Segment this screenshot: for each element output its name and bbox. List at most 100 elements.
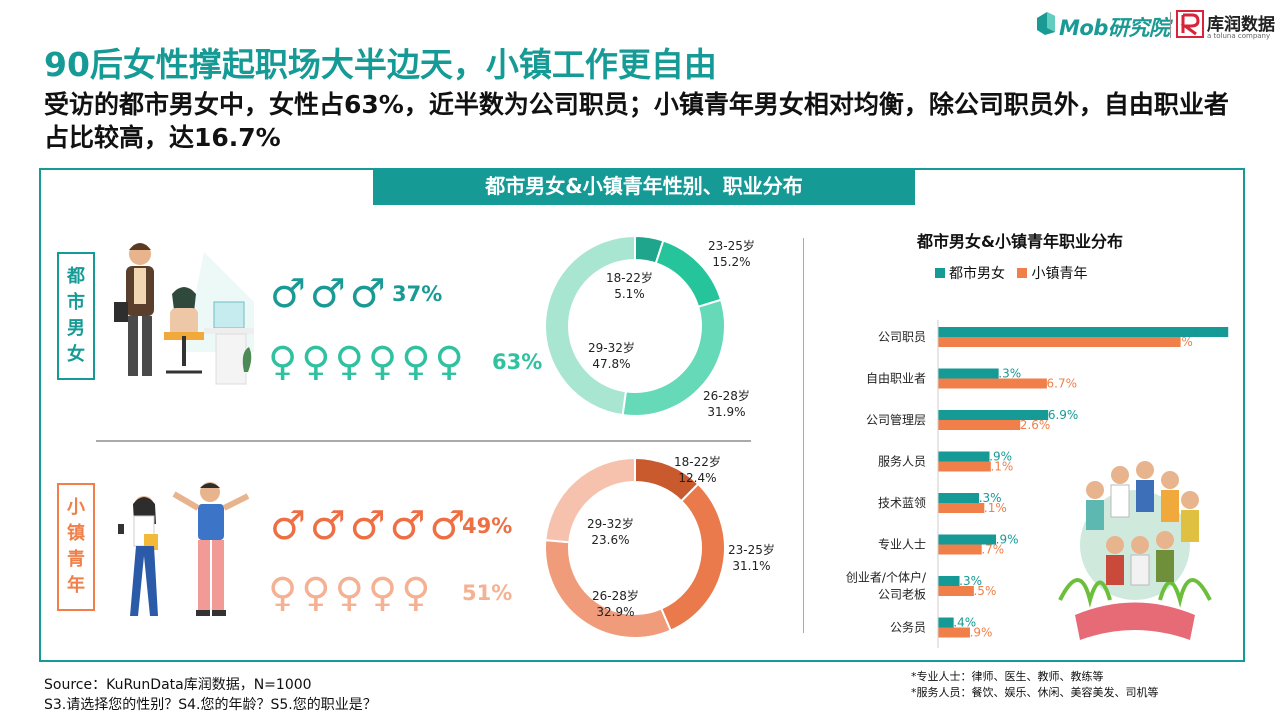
urban-bar-value: 16.9% [1040,408,1078,422]
legend-urban-label: 都市男女 [949,266,1005,282]
source-note: Source：KuRunData库润数据，N=1000 S3.请选择您的性别？S… [44,675,377,715]
urban-bar [938,493,980,503]
urban-donut-label-26-28-value: 31.9% [707,405,746,419]
urban-bar-value: 8.9% [988,533,1019,547]
town-donut-label-18-22: 18-22岁 12.4% [674,454,721,486]
urban-donut-label-18-22-value: 5.1% [614,287,645,301]
urban-bar [938,368,999,379]
occupation-chart-legend: 都市男女 小镇青年 [935,263,1095,283]
town-bar [938,337,1181,347]
footnote-professionals: *专业人士：律师、医生、教师、教练等 [911,670,1104,683]
town-donut-label-23-25-name: 23-25岁 [728,543,775,557]
chart-separator [803,238,804,633]
town-bar-value: 16.7% [1039,377,1077,391]
town-bar [938,420,1021,430]
bar-category-label: 专业人士 [878,537,926,552]
town-donut-label-18-22-value: 12.4% [678,471,717,485]
urban-bar [938,576,960,586]
town-donut-slice-3 [544,456,636,544]
urban-donut-label-18-22-name: 18-22岁 [606,271,653,285]
town-donut-label-29-32-value: 23.6% [591,533,630,547]
legend-town-swatch [1017,268,1028,278]
bar-category-label: 公司职员 [878,330,926,344]
town-bar-value: 37.2% [1155,335,1193,349]
kurun-brand-name: 库润数据 [1207,15,1275,35]
town-female-pct: 51% [462,581,513,605]
legend-town-label: 小镇青年 [1031,266,1088,282]
urban-bar-value: 7.9% [982,450,1013,464]
page-title: 90后女性撑起职场大半边天，小镇工作更自由 [44,45,717,84]
town-male-symbols: ♂♂♂♂♂ [270,503,470,549]
town-bar [938,378,1047,389]
urban-donut-label-23-25-name: 23-25岁 [708,239,755,253]
urban-bar [938,410,1049,420]
town-bar [938,586,974,596]
logo-divider [1170,12,1171,38]
urban-bar-value: 4.5% [1192,325,1223,339]
occupation-bar-chart: 公司职员 4.5%37.2% 自由职业者 9.3% 16.7% 公司管理层 16.9%12.… [846,320,1229,648]
group-separator [96,440,751,442]
bar-category-label: 公司管理层 [866,412,926,427]
town-donut-label-29-32: 29-32岁 23.6% [587,516,634,548]
town-donut-label-26-28: 26-28岁 32.9% [592,588,639,620]
urban-male-pct: 37% [392,282,443,306]
footnote-service: *服务人员：餐饮、娱乐、休闲、美容美发、司机等 [911,686,1159,699]
town-bar-value: 6.7% [974,543,1005,557]
town-bar [938,503,985,513]
urban-donut-label-23-25-value: 15.2% [712,255,751,269]
town-donut-label-23-25-value: 31.1% [732,559,771,573]
town-donut-label-26-28-value: 32.9% [596,605,635,619]
urban-bar [938,327,1229,337]
town-bar-value: 5.5% [966,584,997,598]
town-bar-value: 12.6% [1012,418,1050,432]
urban-bar [938,534,997,545]
bar-category-label: 公司老板 [878,588,926,602]
page-subtitle: 受访的都市男女中，女性占63%，近半数为公司职员；小镇青年男女相对均衡，除公司职… [44,90,1229,152]
town-donut-label-26-28-name: 26-28岁 [592,589,639,603]
town-bar [938,544,982,555]
urban-bar-value: 9.3% [991,367,1022,381]
urban-donut-slice-3 [544,234,636,417]
urban-donut-label-18-22: 18-22岁 5.1% [606,270,653,302]
bar-category-label: 公务员 [890,620,926,635]
urban-donut-label-26-28-name: 26-28岁 [703,389,750,403]
source-line-1: Source：KuRunData库润数据，N=1000 [44,677,312,693]
town-male-pct: 49% [462,514,513,538]
urban-bar-value: 6.3% [971,491,1002,505]
bar-category-label: 技术蓝领 [878,496,926,510]
town-bar [938,461,991,472]
urban-female-pct: 63% [492,350,543,374]
professions-group-illustration [1058,461,1212,640]
town-donut-slice-1 [659,482,726,632]
urban-bar-value: 2.4% [946,616,977,630]
town-bar-value: 4.9% [962,626,993,640]
town-bar-value: 8.1% [983,460,1014,474]
town-bar [938,627,970,638]
town-donut-label-29-32-name: 29-32岁 [587,517,634,531]
mob-logo-icon [1037,12,1055,35]
legend-urban-swatch [935,268,945,278]
urban-age-donut [544,234,726,417]
office-workers-illustration [114,243,254,385]
town-female-symbols: ♀♀♀♀♀ [268,570,435,616]
section-banner: 都市男女&小镇青年性别、职业分布 [373,168,915,205]
footnotes: *专业人士：律师、医生、教师、教练等 *服务人员：餐饮、娱乐、休闲、美容美发、司… [911,669,1159,701]
kurun-brand-sub: a toluna company [1207,32,1271,40]
source-line-2: S3.请选择您的性别？S4.您的年龄？S5.您的职业是？ [44,697,377,713]
urban-female-symbols: ♀♀♀♀♀♀ [268,339,468,385]
mob-brand-name: Mob研究院 [1059,16,1170,40]
urban-donut-label-26-28: 26-28岁 31.9% [703,388,750,420]
occupation-chart-title: 都市男女&小镇青年职业分布 [917,232,1123,251]
town-youth-illustration [118,482,250,616]
town-bar-value: 7.1% [976,501,1007,515]
urban-group-label: 都市男女 [57,252,95,380]
bar-category-label: 自由职业者 [866,372,926,386]
urban-bar-value: 3.3% [952,574,983,588]
urban-bar [938,617,954,628]
urban-donut-label-23-25: 23-25岁 15.2% [708,238,755,270]
kurun-logo-icon [1176,10,1204,38]
urban-donut-label-29-32: 29-32岁 47.8% [588,340,635,372]
urban-donut-label-29-32-name: 29-32岁 [588,341,635,355]
urban-bar [938,451,990,462]
urban-donut-label-29-32-value: 47.8% [592,357,631,371]
